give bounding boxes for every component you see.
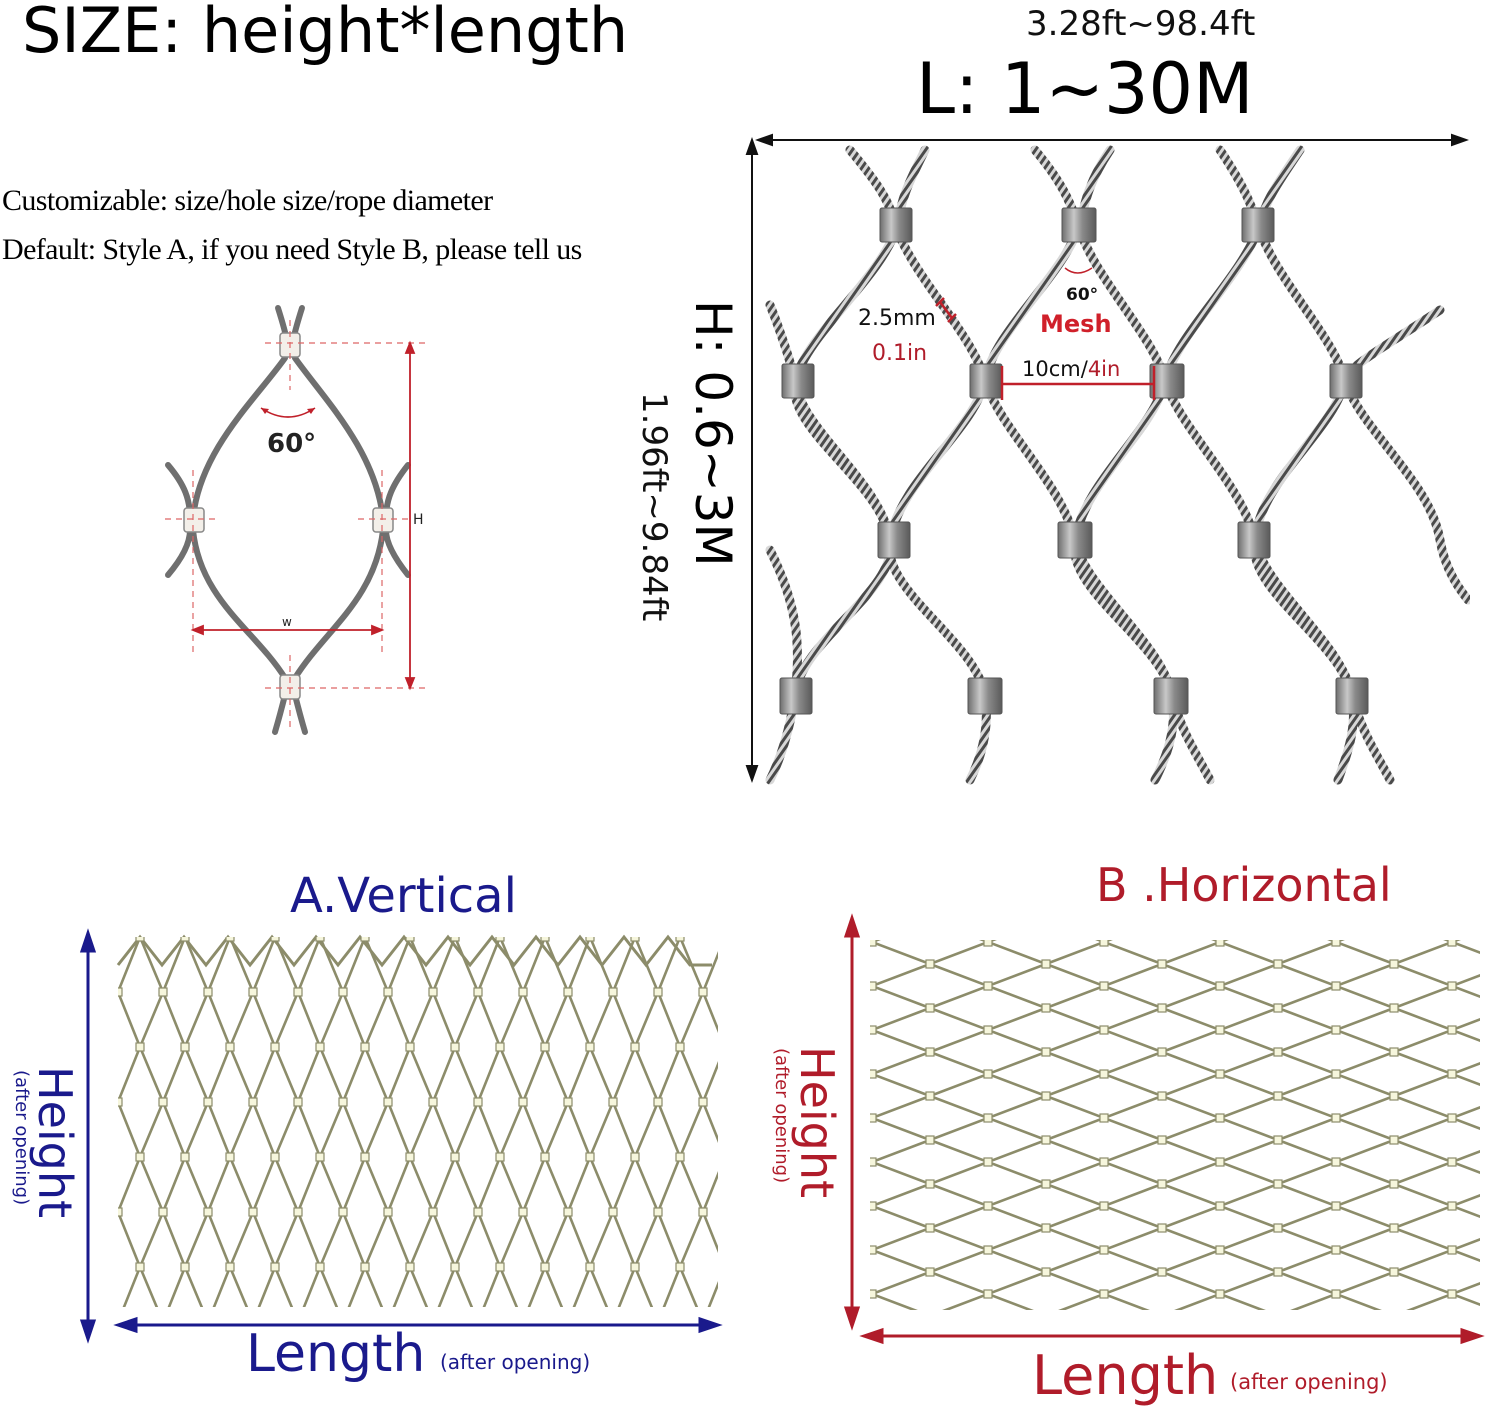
mesh-label: Mesh (1040, 310, 1112, 338)
height-metric-range: H: 0.6~3M (684, 300, 742, 567)
style-a-length-label: Length (246, 1324, 426, 1384)
mesh-cell-diagram: 60° H w (165, 305, 430, 735)
length-metric-range: L: 1~30M (916, 48, 1254, 130)
style-a-heading: A.Vertical (290, 868, 517, 924)
style-a-vertical-mesh (79, 928, 723, 1344)
rope-diameter-in: 0.1in (872, 341, 927, 366)
angle-label: 60° (267, 429, 316, 459)
height-imperial-range: 1.96ft~9.84ft (634, 392, 674, 622)
height-range-labels: H: 0.6~3M 1.96ft~9.84ft (634, 300, 742, 621)
width-dimension-label: w (282, 615, 292, 629)
mesh-angle-label: 60° (1066, 285, 1098, 305)
height-dimension-label: H (413, 512, 424, 528)
hole-size-label: 10cm/4in (1022, 357, 1120, 381)
rope-diameter-mm: 2.5mm (858, 306, 936, 331)
style-b-horizontal-mesh (843, 913, 1485, 1345)
page-title: SIZE: height*length (22, 0, 629, 67)
style-b-length-label: Length (1032, 1344, 1219, 1407)
style-a-height-sub: (after opening) (11, 1070, 32, 1206)
cable-mesh-photo: 2.5mm 0.1in 60° Mesh 10cm/4in (745, 133, 1470, 785)
style-a-length-sub: (after opening) (440, 1350, 591, 1374)
default-style-note: Default: Style A, if you need Style B, p… (2, 233, 582, 266)
style-b-height-sub: (after opening) (771, 1048, 792, 1184)
length-imperial-range: 3.28ft~98.4ft (1026, 4, 1256, 44)
style-a-height-label: Height (28, 1066, 82, 1219)
style-b-heading: B .Horizontal (1096, 858, 1392, 912)
customizable-note: Customizable: size/hole size/rope diamet… (2, 184, 493, 217)
style-b-height-label: Height (790, 1046, 844, 1199)
style-b-length-sub: (after opening) (1230, 1370, 1388, 1394)
